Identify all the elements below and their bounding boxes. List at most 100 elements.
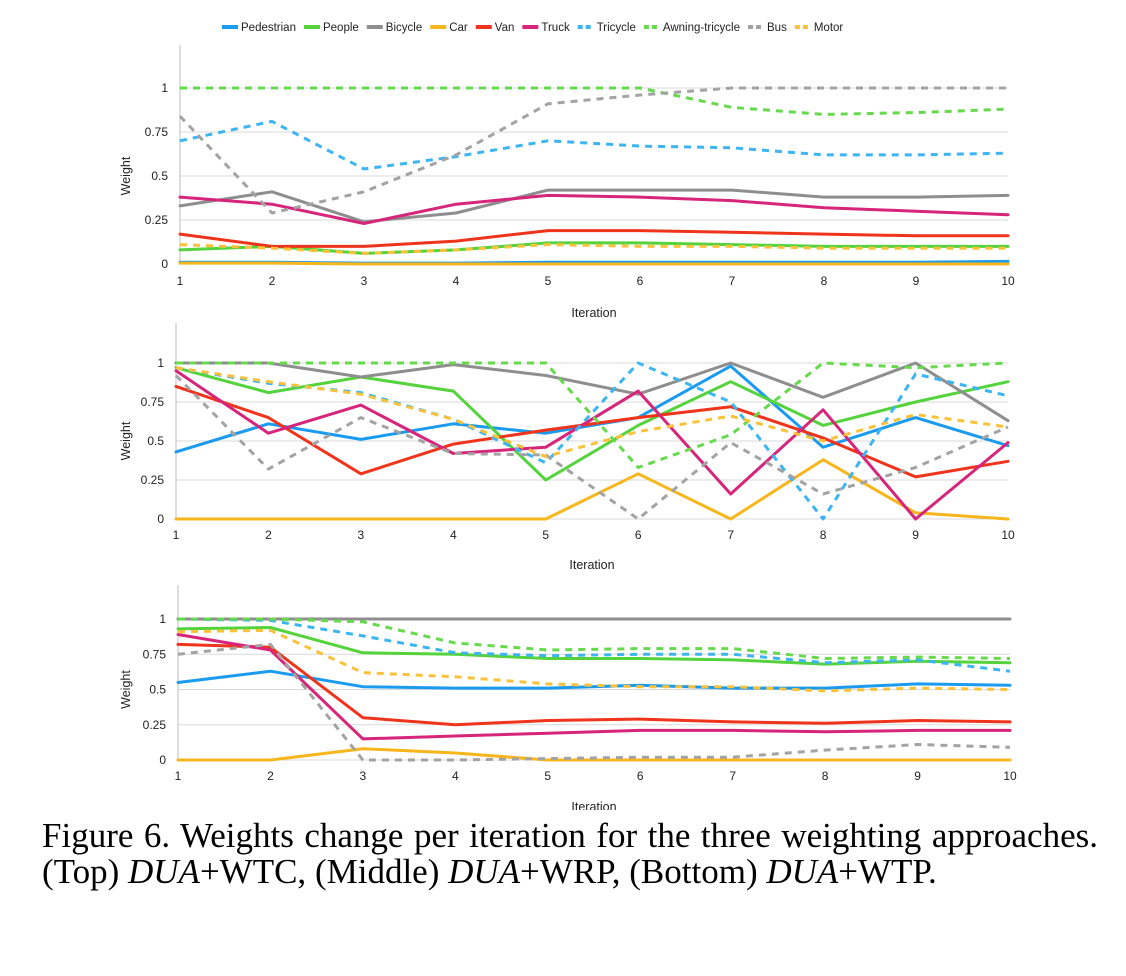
legend-label: Car <box>449 22 468 34</box>
legend-item: Motor <box>794 22 843 34</box>
series-line-car <box>174 458 1010 521</box>
series-line-tricycle <box>179 119 1009 171</box>
series-line-people <box>178 241 1010 255</box>
x-tick-label: 10 <box>1001 528 1015 542</box>
y-tick-label: 1 <box>159 612 166 626</box>
series-line-bus <box>177 642 1011 762</box>
series-line-bicycle <box>178 188 1010 224</box>
series-line-pedestrian <box>174 364 1010 454</box>
series-line-tricycle <box>177 617 1011 673</box>
series-line-bus <box>174 374 1009 521</box>
x-tick-label: 9 <box>913 274 920 288</box>
series-line-bus <box>178 86 1008 215</box>
x-tick-label: 6 <box>635 528 642 542</box>
series-line-motor <box>177 628 1011 693</box>
legend-item: Truck <box>522 22 570 34</box>
series-line-motor <box>179 243 1008 255</box>
x-axis-title: Iteration <box>571 306 616 320</box>
legend-item: Bus <box>748 22 787 34</box>
charts-canvas: Pedestrian People Bicycle Car Van Truck Tricyc… <box>119 22 1017 810</box>
caption-bottom-method: DUA <box>766 852 839 891</box>
series-line-bicycle <box>174 361 1010 423</box>
series-line-awning-tricycle <box>178 617 1011 660</box>
y-tick-label: 1 <box>161 81 168 95</box>
x-tick-label: 10 <box>1003 769 1017 783</box>
chart-panel-3: 0 0.25 0.5 0.75 1 1 2 3 4 5 6 7 8 9 10 Iteration Weight <box>119 585 1017 810</box>
y-axis-title: Weight <box>119 421 133 460</box>
caption-text: Weights change per iteration for the thr… <box>180 816 1098 855</box>
x-tick-label: 7 <box>729 769 736 783</box>
caption-bottom-suffix: +WTP. <box>838 852 937 891</box>
legend-item: Bicycle <box>366 22 422 34</box>
series-line-motor <box>175 366 1009 459</box>
series-line-van <box>178 229 1010 248</box>
x-tick-label: 5 <box>545 274 552 288</box>
series-line-truck <box>176 633 1012 741</box>
x-tick-label: 6 <box>637 769 644 783</box>
x-tick-label: 3 <box>361 274 368 288</box>
series-line-van <box>174 384 1010 479</box>
legend-label: Awning-tricycle <box>663 22 740 34</box>
x-tick-label: 4 <box>452 769 459 783</box>
legend-item: Pedestrian <box>222 22 296 34</box>
legend-item: Van <box>475 22 515 34</box>
series-line-truck <box>174 369 1010 521</box>
x-tick-label: 9 <box>914 769 921 783</box>
y-tick-label: 0 <box>157 512 164 526</box>
x-axis-title: Iteration <box>571 800 616 810</box>
x-tick-label: 1 <box>175 769 182 783</box>
y-tick-label: 0.5 <box>147 434 164 448</box>
legend-label: Tricycle <box>597 22 636 34</box>
legend-item: People <box>303 22 359 34</box>
y-axis-title: Weight <box>119 156 133 195</box>
x-tick-label: 9 <box>912 528 919 542</box>
caption-top-label: (Top) <box>42 852 120 891</box>
series-line-people <box>176 626 1012 666</box>
legend-label: Van <box>495 22 515 34</box>
y-tick-label: 0.75 <box>145 125 169 139</box>
x-axis-title: Iteration <box>569 558 614 572</box>
y-tick-label: 0.75 <box>141 395 165 409</box>
legend-item: Awning-tricycle <box>643 22 740 34</box>
x-tick-label: 7 <box>729 274 736 288</box>
x-tick-label: 1 <box>173 528 180 542</box>
series-line-car <box>178 261 1010 266</box>
caption-label: Figure 6. <box>42 816 171 855</box>
y-tick-label: 0.25 <box>145 213 169 227</box>
series-line-people <box>174 366 1010 482</box>
chart-panel-2: 0 0.25 0.5 0.75 1 1 2 3 4 5 6 7 8 9 10 Iteration Weight <box>119 323 1015 572</box>
legend-label: People <box>323 22 359 34</box>
series-line-van <box>176 642 1012 727</box>
x-tick-label: 5 <box>542 528 549 542</box>
x-tick-label: 4 <box>453 274 460 288</box>
x-tick-label: 8 <box>822 769 829 783</box>
figure-caption: Figure 6. Weights change per iteration f… <box>42 818 1098 890</box>
y-tick-label: 0.75 <box>143 647 167 661</box>
caption-middle-label: (Middle) <box>314 852 440 891</box>
x-tick-label: 7 <box>727 528 734 542</box>
series-line-awning-tricycle <box>176 361 1009 469</box>
x-tick-label: 8 <box>820 528 827 542</box>
x-tick-label: 1 <box>177 274 184 288</box>
chart-panel-1: 0 0.25 0.5 0.75 1 1 2 3 4 5 6 7 8 9 10 Iteration Weight <box>119 45 1015 320</box>
legend-item: Car <box>430 22 468 34</box>
x-tick-label: 2 <box>269 274 276 288</box>
legend-label: Bicycle <box>386 22 422 34</box>
legend-label: Pedestrian <box>241 22 296 34</box>
x-tick-label: 10 <box>1001 274 1015 288</box>
caption-top-method: DUA <box>128 852 200 891</box>
y-tick-label: 0 <box>159 753 166 767</box>
series-line-awning-tricycle <box>180 86 1009 116</box>
legend-label: Truck <box>541 22 570 34</box>
x-tick-label: 4 <box>450 528 457 542</box>
y-axis-title: Weight <box>119 670 133 709</box>
x-tick-label: 6 <box>637 274 644 288</box>
legend-label: Bus <box>767 22 787 34</box>
caption-bottom-label: (Bottom) <box>629 852 758 891</box>
caption-middle-suffix: +WRP, <box>520 852 621 891</box>
caption-top-suffix: +WTC, <box>199 852 307 891</box>
x-tick-label: 2 <box>265 528 272 542</box>
y-tick-label: 1 <box>157 356 164 370</box>
